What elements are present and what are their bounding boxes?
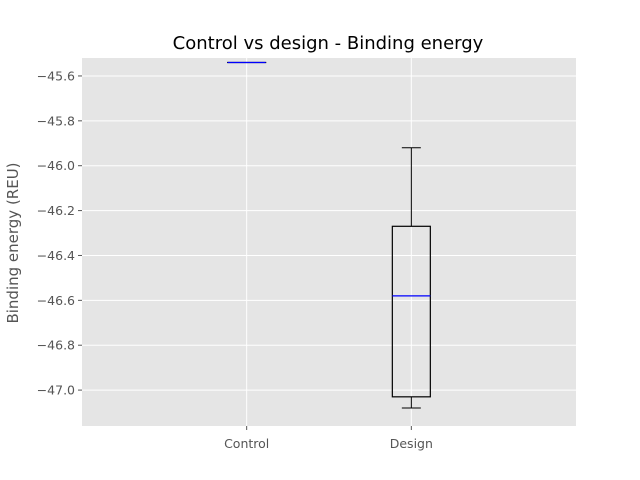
- y-tick-label: −46.8: [37, 338, 75, 353]
- y-axis-label: Binding energy (REU): [4, 162, 22, 323]
- ticks: −45.6 −45.8 −46.0 −46.2 −46.4 −46.6 −46.8 −47.0…: [37, 68, 433, 451]
- x-tick-label-control: Control: [224, 436, 269, 451]
- y-tick-label: −45.8: [37, 113, 75, 128]
- y-tick-label: −46.4: [37, 248, 75, 263]
- x-tick-label-design: Design: [390, 436, 433, 451]
- plot-area: [82, 58, 576, 426]
- boxes: [227, 61, 431, 409]
- grid: [82, 58, 576, 426]
- y-tick-label: −46.6: [37, 293, 75, 308]
- y-tick-label: −46.0: [37, 158, 75, 173]
- y-tick-label: −46.2: [37, 203, 75, 218]
- box-body: [391, 225, 431, 398]
- chart-title: Control vs design - Binding energy: [173, 33, 484, 54]
- y-tick-label: −45.6: [37, 68, 75, 83]
- y-tick-label: −47.0: [37, 383, 75, 398]
- box-design: [391, 147, 431, 409]
